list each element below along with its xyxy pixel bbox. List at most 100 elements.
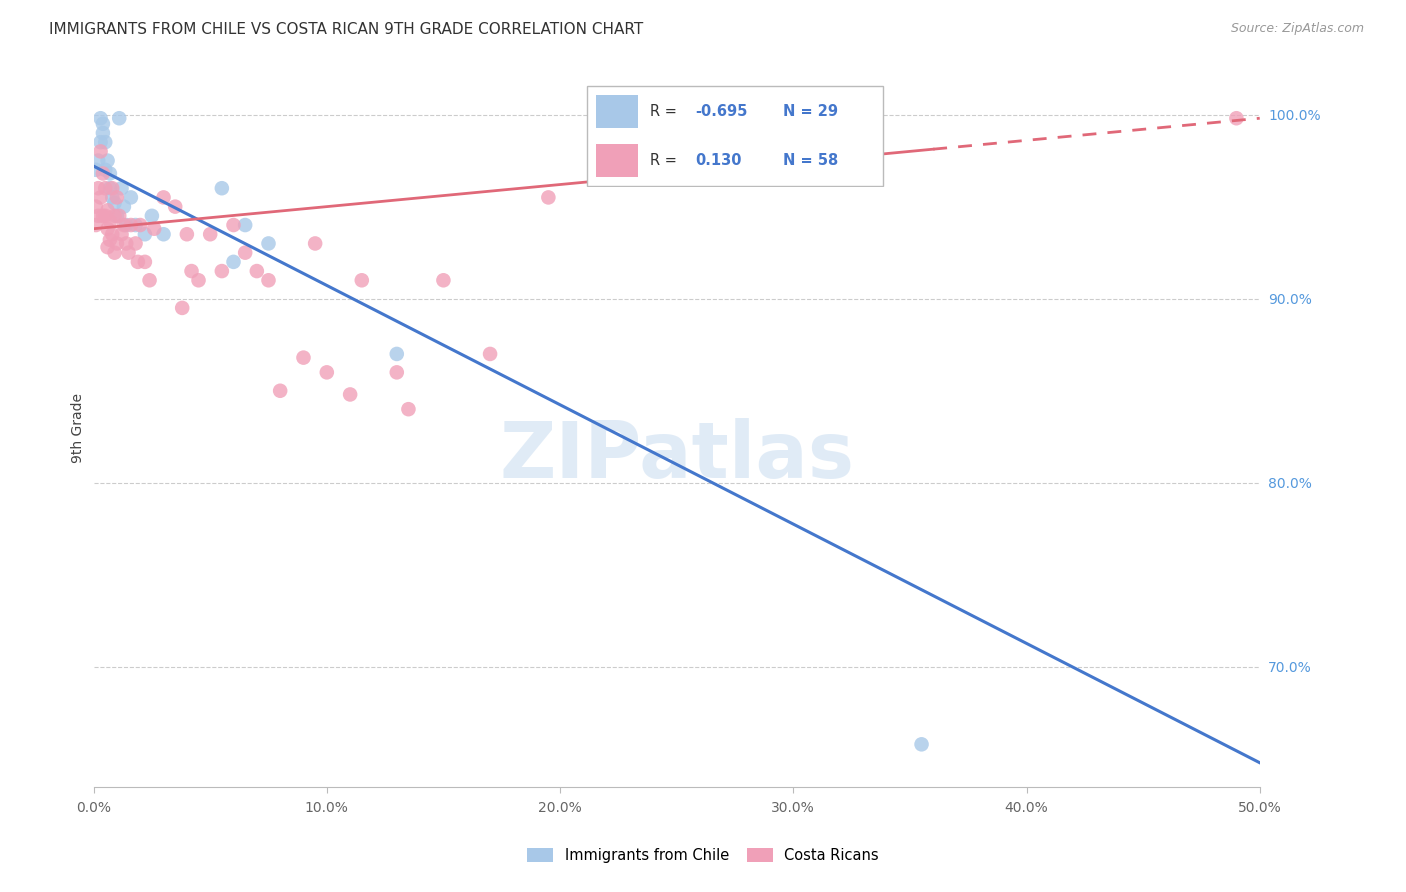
Point — [97, 203, 120, 218]
Point — [432, 273, 454, 287]
Point — [91, 117, 114, 131]
Y-axis label: 9th Grade: 9th Grade — [72, 392, 86, 463]
Point — [120, 190, 142, 204]
Point — [84, 200, 107, 214]
Point — [94, 162, 117, 177]
Point — [101, 227, 124, 242]
Point — [98, 181, 121, 195]
Legend: Immigrants from Chile, Costa Ricans: Immigrants from Chile, Costa Ricans — [522, 842, 884, 869]
Point — [152, 227, 174, 242]
Point — [828, 135, 851, 149]
Point — [176, 227, 198, 242]
Point — [105, 190, 128, 204]
Point — [108, 112, 131, 126]
Point — [87, 153, 110, 168]
Text: N = 58: N = 58 — [783, 153, 838, 169]
Point — [117, 245, 139, 260]
FancyBboxPatch shape — [586, 86, 883, 186]
Point — [187, 273, 209, 287]
Point — [129, 218, 152, 232]
Point — [211, 264, 233, 278]
Point — [304, 236, 326, 251]
Point — [87, 181, 110, 195]
Point — [91, 126, 114, 140]
Point — [246, 264, 269, 278]
Point — [101, 181, 124, 195]
Point — [105, 236, 128, 251]
Point — [479, 347, 502, 361]
Point — [315, 365, 337, 379]
Point — [110, 181, 132, 195]
Point — [127, 255, 149, 269]
Point — [910, 737, 932, 751]
Point — [292, 351, 315, 365]
Point — [94, 209, 117, 223]
Point — [198, 227, 221, 242]
Point — [90, 190, 112, 204]
Point — [90, 112, 112, 126]
Point — [152, 190, 174, 204]
Point — [101, 190, 124, 204]
Point — [165, 200, 187, 214]
Point — [115, 218, 138, 232]
Point — [134, 255, 156, 269]
Point — [91, 209, 114, 223]
Point — [103, 209, 125, 223]
Point — [98, 233, 121, 247]
Point — [257, 273, 280, 287]
Point — [233, 218, 256, 232]
Point — [103, 245, 125, 260]
Point — [84, 162, 107, 177]
Point — [138, 273, 160, 287]
Text: Source: ZipAtlas.com: Source: ZipAtlas.com — [1230, 22, 1364, 36]
Point — [222, 255, 245, 269]
Point — [124, 218, 146, 232]
Text: R =: R = — [650, 153, 686, 169]
Bar — [596, 145, 638, 177]
Point — [134, 227, 156, 242]
Point — [97, 153, 120, 168]
Point — [350, 273, 373, 287]
Point — [396, 402, 419, 417]
Point — [124, 236, 146, 251]
Point — [269, 384, 291, 398]
Point — [105, 209, 128, 223]
Point — [103, 196, 125, 211]
Point — [115, 236, 138, 251]
Bar — [596, 95, 638, 128]
Point — [1225, 112, 1247, 126]
Point — [385, 347, 408, 361]
Point — [339, 387, 361, 401]
Text: 0.130: 0.130 — [696, 153, 742, 169]
Point — [87, 209, 110, 223]
Text: R =: R = — [650, 103, 682, 119]
Text: -0.695: -0.695 — [696, 103, 748, 119]
Point — [172, 301, 194, 315]
Point — [180, 264, 202, 278]
Point — [143, 221, 166, 235]
Point — [233, 245, 256, 260]
Point — [211, 181, 233, 195]
Point — [112, 218, 135, 232]
Point — [91, 166, 114, 180]
Point — [108, 209, 131, 223]
Point — [120, 218, 142, 232]
Text: ZIPatlas: ZIPatlas — [499, 418, 855, 494]
Text: N = 29: N = 29 — [783, 103, 838, 119]
Point — [98, 166, 121, 180]
Point — [141, 209, 163, 223]
Point — [222, 218, 245, 232]
Point — [94, 181, 117, 195]
Point — [84, 218, 107, 232]
Point — [98, 214, 121, 228]
Point — [90, 145, 112, 159]
Point — [112, 200, 135, 214]
Point — [94, 135, 117, 149]
Point — [385, 365, 408, 379]
Point — [90, 135, 112, 149]
Point — [97, 240, 120, 254]
Point — [110, 227, 132, 242]
Text: IMMIGRANTS FROM CHILE VS COSTA RICAN 9TH GRADE CORRELATION CHART: IMMIGRANTS FROM CHILE VS COSTA RICAN 9TH… — [49, 22, 644, 37]
Point — [537, 190, 560, 204]
Point — [257, 236, 280, 251]
